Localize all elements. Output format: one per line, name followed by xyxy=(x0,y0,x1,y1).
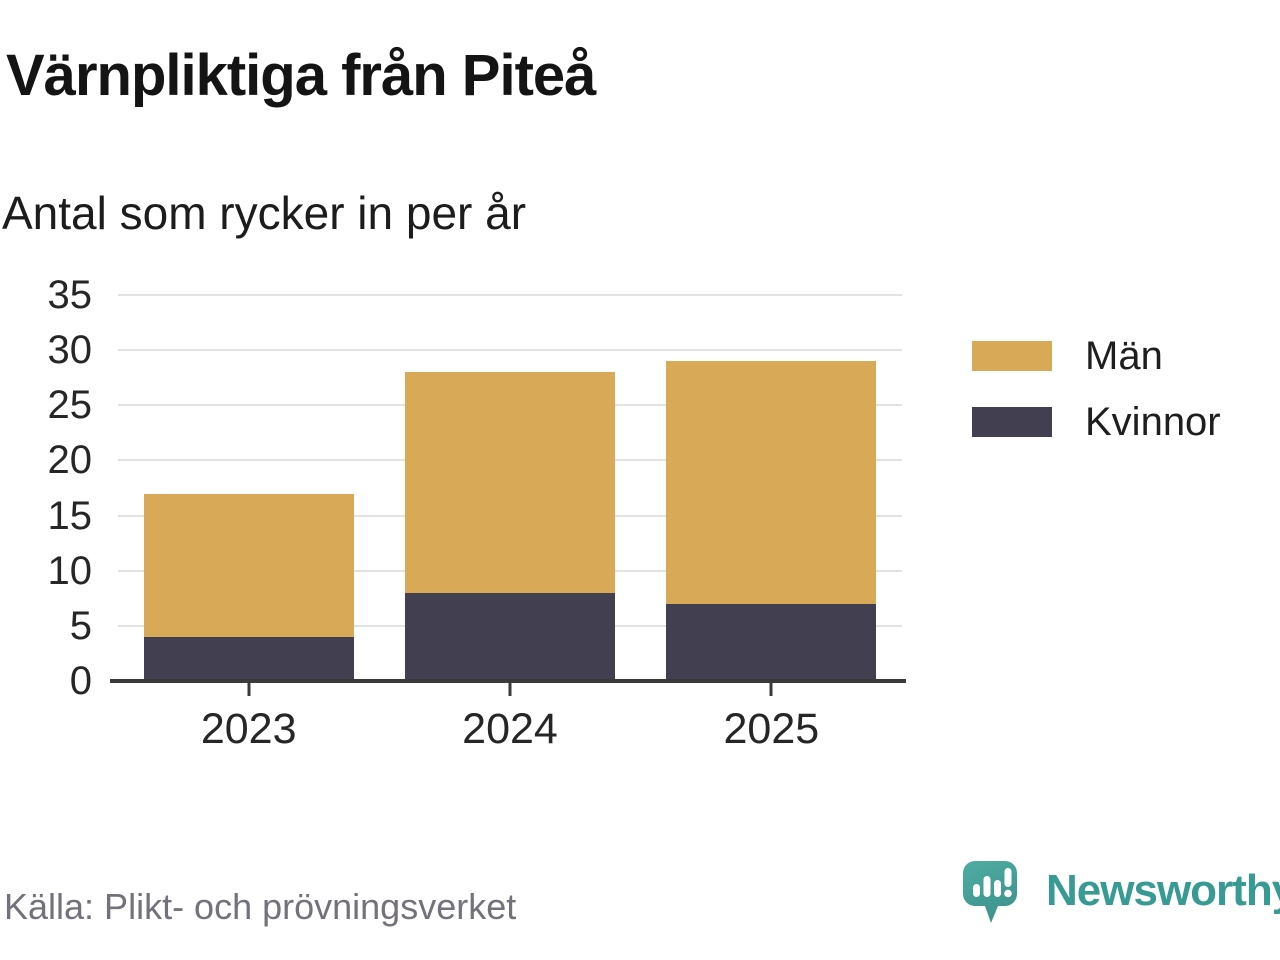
x-axis-line xyxy=(110,679,906,683)
bar-segment-kvinnor-2023 xyxy=(143,636,354,681)
bar-segment-män-2023 xyxy=(143,493,354,637)
source-note: Källa: Plikt- och prövningsverket xyxy=(4,886,517,927)
legend-label: Kvinnor xyxy=(1085,400,1221,444)
legend-swatch xyxy=(972,407,1052,437)
bar-segment-män-2024 xyxy=(405,372,615,593)
y-tick-label: 0 xyxy=(69,659,92,703)
x-tick-mark xyxy=(508,683,512,696)
x-tick-label: 2025 xyxy=(723,705,820,753)
legend-swatch xyxy=(972,341,1052,371)
bar-segment-män-2025 xyxy=(666,361,877,604)
y-tick-label: 15 xyxy=(47,493,93,538)
bar-segment-kvinnor-2024 xyxy=(405,592,615,681)
y-tick-label: 5 xyxy=(69,603,92,648)
bar-segment-kvinnor-2025 xyxy=(666,603,877,681)
y-tick-label: 20 xyxy=(47,438,93,483)
y-tick-label: 25 xyxy=(47,383,93,428)
chart-subtitle: Antal som rycker in per år xyxy=(2,187,527,239)
x-tick-mark xyxy=(247,683,251,696)
legend-item-kvinnor: Kvinnor xyxy=(972,402,1221,442)
y-axis: 0 5 10 15 20 25 30 35 xyxy=(0,273,93,703)
legend-item-män: Män xyxy=(972,336,1221,376)
x-tick-label: 2024 xyxy=(462,705,558,753)
brand-wordmark: Newsworthy xyxy=(1046,866,1280,915)
x-axis: 2023 2024 2025 xyxy=(118,683,902,763)
y-tick-label: 30 xyxy=(47,328,93,373)
x-tick-mark xyxy=(769,683,773,696)
gridline xyxy=(118,294,902,296)
gridline xyxy=(118,349,902,352)
plot-area xyxy=(118,294,902,681)
x-tick-label: 2023 xyxy=(200,705,297,753)
legend: Män Kvinnor xyxy=(972,336,1221,468)
legend-label: Män xyxy=(1085,334,1163,378)
y-tick-label: 35 xyxy=(47,273,93,317)
chart-title: Värnpliktiga från Piteå xyxy=(6,43,596,108)
y-tick-label: 10 xyxy=(47,548,93,593)
brand-footer: Newsworthy xyxy=(962,860,1280,931)
newsworthy-logo-icon xyxy=(962,860,1020,931)
